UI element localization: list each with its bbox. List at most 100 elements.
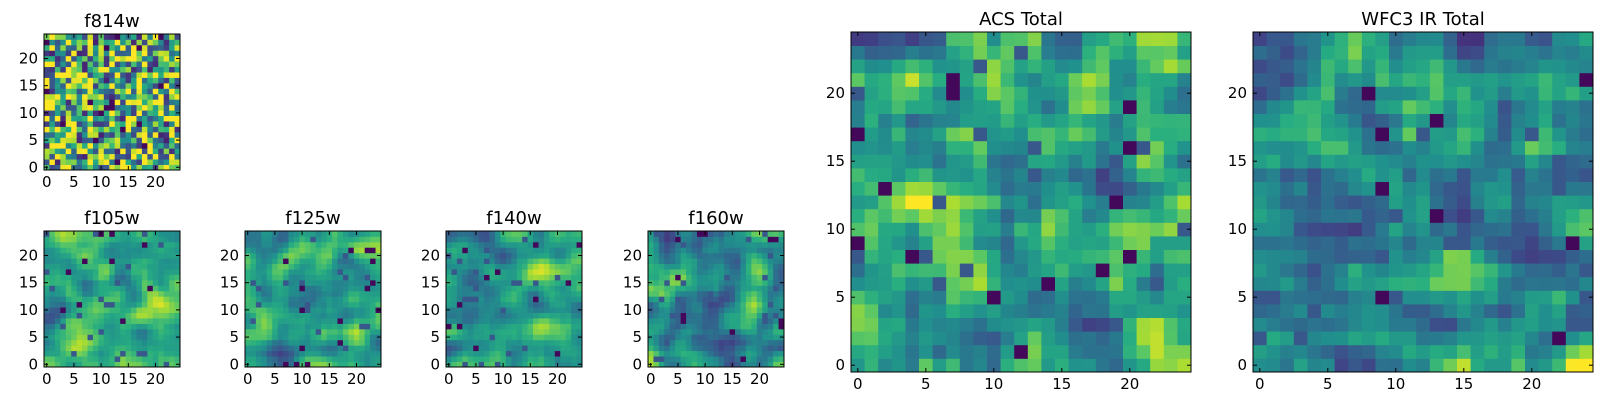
heatmap-cell	[169, 142, 175, 149]
x-tick-label: 20	[146, 370, 165, 388]
heatmap-cell	[103, 55, 110, 62]
heatmap-cell	[321, 269, 327, 275]
heatmap-cell	[756, 334, 763, 341]
heatmap-cell	[456, 269, 463, 275]
heatmap-cell	[494, 285, 501, 292]
heatmap-cell	[261, 263, 268, 270]
heatmap-cell	[653, 290, 660, 297]
heatmap-cell	[702, 334, 709, 341]
heatmap-cell	[163, 104, 170, 111]
heatmap-cell	[114, 274, 121, 281]
heatmap-cell	[1280, 72, 1295, 87]
heatmap-cell	[321, 356, 327, 362]
heatmap-cell	[778, 231, 785, 237]
heatmap-cell	[87, 290, 94, 297]
y-tick-label: 0	[229, 355, 239, 373]
heatmap-cell	[82, 307, 88, 313]
heatmap-cell	[158, 110, 165, 116]
heatmap-cell	[82, 104, 88, 111]
heatmap-cell	[500, 290, 507, 297]
heatmap-cell	[131, 236, 137, 243]
heatmap-cell	[1123, 181, 1137, 196]
heatmap-cell	[773, 296, 779, 303]
heatmap-cell	[653, 241, 660, 248]
heatmap-cell	[277, 356, 284, 362]
heatmap-cell	[1375, 32, 1390, 46]
heatmap-cell	[293, 247, 300, 254]
heatmap-cell	[103, 252, 110, 259]
heatmap-cell	[272, 274, 279, 281]
heatmap-cell	[131, 301, 137, 308]
heatmap-cell	[370, 290, 376, 297]
heatmap-cell	[1484, 72, 1499, 87]
heatmap-cell	[756, 350, 763, 357]
heatmap-cell	[54, 72, 61, 78]
heatmap-cell	[49, 153, 56, 160]
heatmap-cell	[141, 323, 148, 330]
heatmap-cell	[136, 323, 143, 330]
heatmap-cell	[1014, 344, 1029, 359]
heatmap-cell	[713, 252, 720, 259]
heatmap-cell	[304, 247, 311, 254]
heatmap-cell	[87, 345, 94, 352]
heatmap-cell	[1429, 290, 1444, 305]
heatmap-cell	[370, 318, 376, 324]
heatmap-cell	[1109, 59, 1124, 74]
heatmap-cell	[729, 252, 736, 259]
heatmap-cell	[1027, 304, 1042, 318]
heatmap-cell	[1484, 290, 1499, 305]
heatmap-cell	[713, 236, 720, 243]
heatmap-cell	[1293, 317, 1308, 332]
heatmap-cell	[680, 323, 687, 330]
heatmap-cell	[696, 274, 703, 281]
heatmap-cell	[1027, 86, 1042, 101]
heatmap-cell	[973, 263, 988, 278]
heatmap-cell	[49, 164, 56, 171]
heatmap-cell	[1375, 195, 1390, 210]
heatmap-cell	[141, 88, 148, 95]
heatmap-cell	[82, 345, 88, 352]
heatmap-cell	[304, 231, 311, 237]
heatmap-cell	[1307, 100, 1322, 114]
heatmap-cell	[713, 312, 720, 319]
heatmap-cell	[533, 312, 539, 319]
heatmap-cell	[576, 285, 583, 292]
heatmap-cell	[740, 247, 747, 254]
heatmap-cell	[1457, 358, 1471, 373]
heatmap-cell	[60, 88, 67, 95]
heatmap-cell	[669, 247, 676, 254]
heatmap-cell	[114, 164, 121, 171]
heatmap-cell	[653, 279, 660, 286]
heatmap-cell	[337, 350, 344, 357]
heatmap-cell	[478, 301, 485, 308]
heatmap-cell	[1375, 72, 1390, 87]
heatmap-cell	[1163, 236, 1178, 250]
heatmap-cell	[120, 361, 126, 368]
heatmap-cell	[310, 356, 317, 362]
heatmap-cell	[158, 279, 165, 286]
heatmap-cell	[1484, 86, 1499, 101]
heatmap-cell	[891, 358, 906, 373]
heatmap-cell	[299, 279, 306, 286]
heatmap-cell	[1293, 168, 1308, 182]
heatmap-cell	[169, 121, 175, 127]
heatmap-cell	[1307, 72, 1322, 87]
heatmap-cell	[1055, 181, 1069, 196]
heatmap-cell	[891, 344, 906, 359]
heatmap-cell	[82, 55, 88, 62]
heatmap-cell	[141, 50, 148, 57]
heatmap-cell	[919, 290, 933, 305]
heatmap-cell	[136, 159, 143, 165]
heatmap-cell	[538, 247, 545, 254]
heatmap-cell	[82, 50, 88, 57]
heatmap-cell	[1307, 290, 1322, 305]
heatmap-cell	[49, 115, 56, 122]
heatmap-cell	[44, 301, 50, 308]
heatmap-cell	[98, 279, 105, 286]
x-tick-label: 20	[146, 173, 165, 191]
heatmap-cell	[245, 236, 251, 243]
heatmap-cell	[131, 137, 137, 144]
heatmap-cell	[740, 290, 747, 297]
heatmap-cell	[1470, 317, 1485, 332]
heatmap-cell	[653, 231, 660, 237]
